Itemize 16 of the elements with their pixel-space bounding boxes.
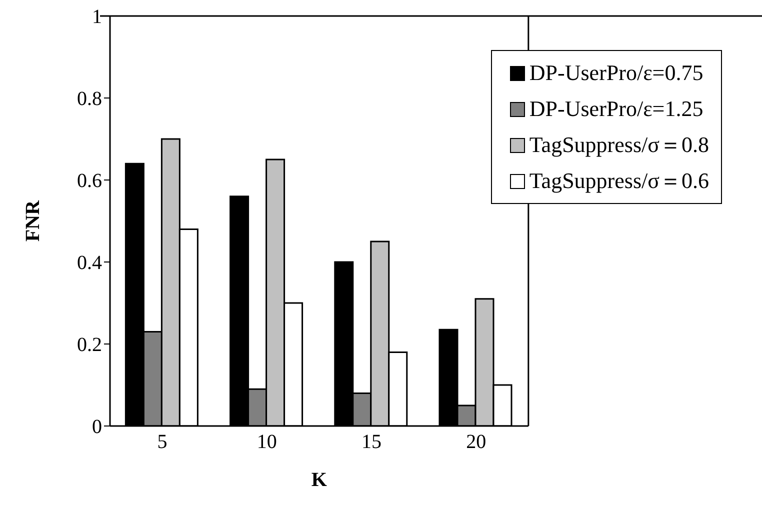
y-axis-title: FNR <box>22 200 44 242</box>
y-tick-label: 0.8 <box>77 88 102 110</box>
x-tick-label: 15 <box>362 431 382 454</box>
y-tick-label: 0.6 <box>77 170 102 192</box>
legend-label: DP-UserPro/ε=0.75 <box>529 59 704 87</box>
x-tick-label: 10 <box>256 431 277 454</box>
x-tick-label: 20 <box>466 431 486 454</box>
legend-label: DP-UserPro/ε=1.25 <box>529 95 704 123</box>
y-tick-label: 0.4 <box>77 252 102 274</box>
x-tick-label: 5 <box>157 431 168 454</box>
y-tick-label: 1 <box>92 6 102 28</box>
legend-label: TagSuppress/σ＝0.8 <box>529 131 709 159</box>
x-axis-title: K <box>311 469 328 491</box>
y-tick-label: 0.2 <box>77 334 102 356</box>
y-tick-label: 0 <box>92 416 102 438</box>
legend-label: TagSuppress/σ＝0.6 <box>529 167 709 195</box>
